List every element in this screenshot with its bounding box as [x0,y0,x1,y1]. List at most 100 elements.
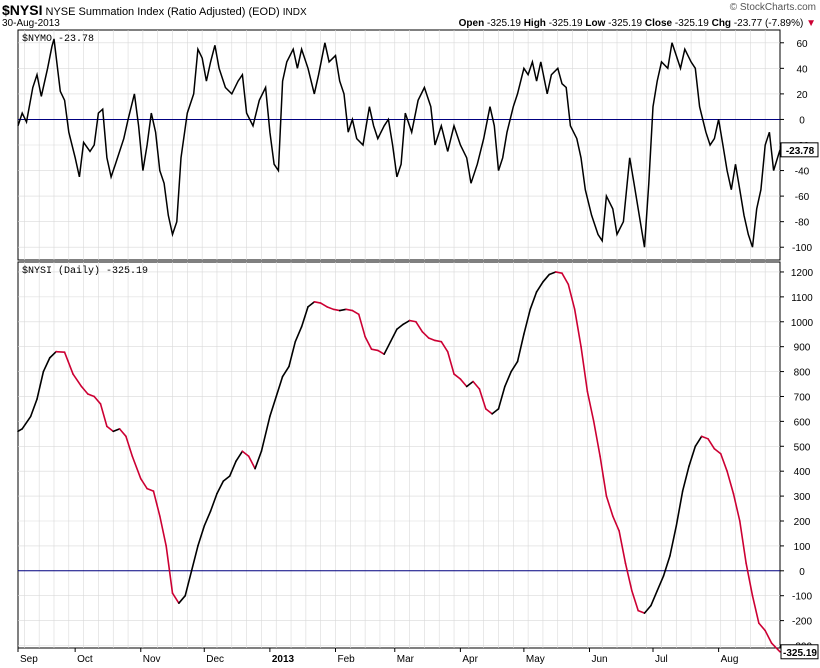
chart-title: $NYSI NYSE Summation Index (Ratio Adjust… [2,2,307,18]
series-segment-nysi [184,569,193,597]
series-segment-nysi [112,428,121,433]
y-tick-label: -200 [792,617,812,628]
series-segment-nysi [139,477,148,490]
series-segment-nysi [624,562,633,592]
series-segment-nysi [241,450,250,458]
y-tick-label: 1200 [791,268,814,279]
series-segment-nysi [764,629,773,644]
x-tick-label: Nov [143,654,161,665]
watermark: © StockCharts.com [729,2,816,13]
series-segment-nysi [17,428,24,433]
x-tick-label: Aug [721,654,739,665]
series-segment-nysi [93,395,102,405]
series-segment-nysi [377,349,385,355]
series-segment-nysi [472,380,481,390]
series-segment-nysi [694,435,703,448]
series-segment-nysi [561,272,570,286]
series-line-nymo [17,38,781,248]
last-value-tag [780,644,819,660]
y-tick-label: 300 [794,492,811,503]
series-segment-nysi [319,302,328,308]
series-segment-nysi [656,574,665,592]
series-segment-nysi [675,490,684,527]
x-tick-label: Mar [397,654,415,665]
series-segment-nysi [165,545,174,595]
exchange: INDX [282,7,307,18]
series-segment-nysi [535,281,544,293]
x-tick-label: Jun [592,654,608,665]
series-segment-nysi [738,520,747,565]
series-segment-nysi [254,450,263,470]
y-tick-label: -40 [795,167,810,178]
y-tick-label: 400 [794,467,811,478]
series-segment-nysi [631,589,639,612]
series-segment-nysi [605,495,614,517]
series-segment-nysi [222,475,231,482]
series-segment-nysi [197,525,206,547]
series-segment-nysi [370,348,379,352]
y-tick-label: 0 [799,115,805,126]
series-segment-nysi [650,589,659,607]
series-segment-nysi [313,301,322,304]
x-tick-label: Sep [20,654,38,665]
series-segment-nysi [440,340,449,353]
series-segment-nysi [80,385,89,395]
y-tick-label: -60 [795,192,810,203]
y-tick-label: 900 [794,343,811,354]
series-segment-nysi [491,408,500,415]
series-segment-nysi [421,330,430,339]
series-segment-nysi [48,350,57,359]
low-label: Low [585,18,606,29]
series-segment-nysi [332,308,341,312]
x-tick-label: Dec [206,654,224,665]
series-segment-nysi [758,622,766,632]
series-segment-nysi [275,375,284,398]
series-segment-nysi [389,328,398,343]
series-segment-nysi [446,350,455,375]
series-segment-nysi [178,594,187,604]
high-value: -325.19 [548,18,583,29]
last-value-label: -325.19 [783,648,817,659]
series-segment-nysi [87,393,95,398]
series-segment-nysi [408,319,417,323]
series-segment-nysi [300,306,309,328]
series-segment-nysi [688,445,697,468]
series-segment-nysi [125,435,134,458]
series-segment-nysi [497,385,506,410]
close-value: -325.19 [674,18,709,29]
series-segment-nysi [504,370,512,388]
series-segment-nysi [484,408,493,415]
series-segment-nysi [402,319,411,326]
series-segment-nysi [580,345,589,393]
series-segment-nysi [118,428,127,438]
series-segment-nysi [209,492,218,512]
series-segment-nysi [707,438,716,450]
y-tick-label: 500 [794,442,811,453]
series-segment-nysi [29,398,38,418]
series-segment-nysi [611,515,620,532]
series-segment-nysi [364,335,373,350]
series-segment-nysi [159,515,167,547]
high-label: High [523,18,546,29]
low-value: -325.19 [608,18,643,29]
x-tick-label: Apr [462,654,478,665]
chg-value: -23.77 (-7.89%) [733,18,804,29]
series-segment-nysi [203,510,212,527]
series-segment-nysi [770,642,781,653]
panel-legend: $NYMO -23.78 [22,33,94,45]
y-tick-label: 1100 [791,293,813,304]
series-segment-nysi [351,309,360,316]
series-segment-nysi [216,480,225,495]
series-segment-nysi [288,340,297,368]
series-segment-nysi [190,545,199,572]
ohlc-readout: Open -325.19 High -325.19 Low -325.19 Cl… [459,18,816,29]
x-tick-label: Jul [655,654,668,665]
series-segment-nysi [453,373,462,380]
close-label: Close [644,18,673,29]
series-segment-nysi [152,490,161,517]
y-tick-label: 600 [794,417,811,428]
series-segment-nysi [383,340,392,355]
series-segment-nysi [228,460,237,477]
